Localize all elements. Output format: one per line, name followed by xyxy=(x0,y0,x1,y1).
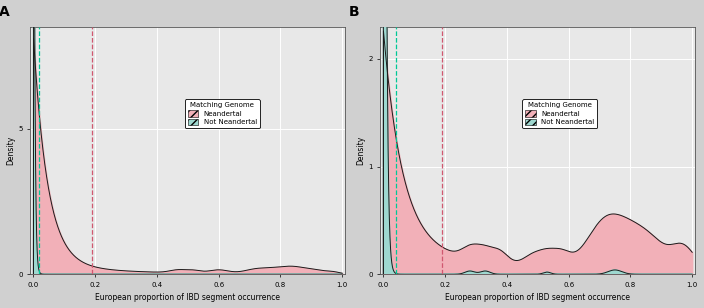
Y-axis label: Density: Density xyxy=(356,136,365,165)
Text: B: B xyxy=(348,5,360,19)
Legend: Neandertal, Not Neandertal: Neandertal, Not Neandertal xyxy=(185,99,260,128)
Y-axis label: Density: Density xyxy=(6,136,15,165)
X-axis label: European proportion of IBD segment occurrence: European proportion of IBD segment occur… xyxy=(445,294,630,302)
Text: A: A xyxy=(0,5,10,19)
X-axis label: European proportion of IBD segment occurrence: European proportion of IBD segment occur… xyxy=(95,294,280,302)
Legend: Neandertal, Not Neandertal: Neandertal, Not Neandertal xyxy=(522,99,597,128)
